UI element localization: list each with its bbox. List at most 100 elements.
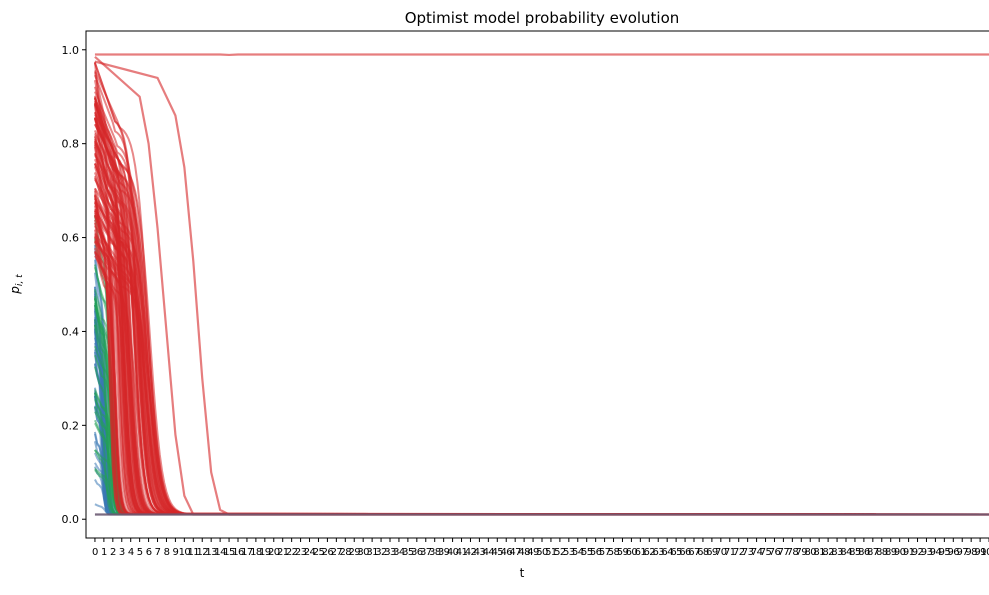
blue-series-line (95, 329, 989, 514)
red-series-line (95, 251, 989, 514)
y-tick-label: 0.6 (62, 232, 80, 245)
y-tick-label: 0.2 (62, 419, 80, 432)
green-series-line (95, 367, 989, 515)
red-series-line (95, 147, 989, 515)
green-series-line (95, 389, 989, 514)
red-series-line (95, 124, 989, 514)
red-series-line (95, 220, 989, 515)
red-series-line (95, 103, 989, 515)
blue-series-line (95, 349, 989, 514)
red-series-line (95, 196, 989, 515)
x-tick-label: 100 (980, 547, 989, 558)
blue-series-line (95, 406, 989, 515)
blue-series-line (95, 317, 989, 514)
red-series-line (95, 114, 989, 514)
blue-series-line (95, 287, 989, 515)
red-series-line (95, 62, 989, 515)
green-series-line (95, 450, 989, 515)
green-series-line (95, 412, 989, 515)
red-series-line (95, 202, 989, 514)
red-series-line (95, 133, 989, 514)
blue-series-line (95, 453, 989, 515)
blue-series-line (95, 467, 989, 515)
red-series-line (95, 96, 989, 515)
green-series-line (95, 267, 989, 514)
blue-series-line (95, 305, 989, 515)
blue-series-line (95, 434, 989, 515)
red-series-line (95, 252, 989, 514)
blue-series-line (95, 322, 989, 515)
red-series-line (95, 188, 989, 514)
x-tick-label: 7 (155, 547, 161, 558)
y-tick-label: 0.8 (62, 138, 80, 151)
red-series-line (95, 191, 989, 515)
red-series-line (95, 119, 989, 514)
blue-series-line (95, 396, 989, 515)
blue-series-line (95, 396, 989, 515)
red-series-line (95, 215, 989, 514)
red-series-line (95, 104, 989, 515)
blue-series-line (95, 441, 989, 514)
blue-series-line (95, 432, 989, 515)
red-series-line (95, 101, 989, 515)
green-series-line (95, 325, 989, 515)
red-series-line (95, 118, 989, 514)
red-series-line (95, 211, 989, 515)
red-series-line (95, 71, 989, 515)
green-series-line (95, 450, 989, 515)
red-series-line (95, 105, 989, 515)
series-layer (95, 54, 989, 514)
green-series-line (95, 238, 989, 514)
green-series-line (95, 469, 989, 515)
green-series-line (95, 289, 989, 514)
red-series-line (95, 199, 989, 515)
red-series-line (95, 210, 989, 515)
green-series-line (95, 393, 989, 515)
red-series-line (95, 98, 989, 515)
green-series-line (95, 470, 989, 515)
red-series-line (95, 195, 989, 515)
red-series-line (95, 112, 989, 514)
red-series-line (95, 142, 989, 514)
blue-series-line (95, 319, 989, 514)
blue-series-line (95, 331, 989, 514)
red-series-line (95, 236, 989, 514)
red-highlight-line (95, 57, 989, 515)
red-series-line (95, 163, 989, 514)
red-series-line (95, 80, 989, 514)
red-series-line (95, 211, 989, 514)
x-axis-label: t (520, 566, 525, 580)
red-series-line (95, 209, 989, 514)
red-series-line (95, 172, 989, 514)
red-series-line (95, 137, 989, 515)
red-series-line (95, 163, 989, 514)
x-tick-label: 4 (128, 547, 134, 558)
red-series-line (95, 130, 989, 514)
red-highlight-line (95, 62, 989, 515)
red-series-line (95, 237, 989, 515)
red-series-line (95, 178, 989, 515)
blue-series-line (95, 325, 989, 515)
red-series-line (95, 216, 989, 514)
blue-series-line (95, 273, 989, 515)
red-series-line (95, 155, 989, 514)
blue-series-line (95, 364, 989, 515)
blue-series-line (95, 343, 989, 515)
red-series-line (95, 92, 989, 515)
red-series-line (95, 140, 989, 514)
red-series-line (95, 194, 989, 514)
blue-series-line (95, 245, 989, 515)
plot-frame (86, 31, 989, 538)
blue-series-line (95, 407, 989, 514)
blue-series-line (95, 319, 989, 514)
red-series-line (95, 233, 989, 514)
red-series-line (95, 143, 989, 514)
red-series-line (95, 75, 989, 514)
red-series-line (95, 241, 989, 514)
green-series-line (95, 320, 989, 515)
red-series-line (95, 226, 989, 515)
blue-series-line (95, 388, 989, 515)
green-series-line (95, 296, 989, 514)
